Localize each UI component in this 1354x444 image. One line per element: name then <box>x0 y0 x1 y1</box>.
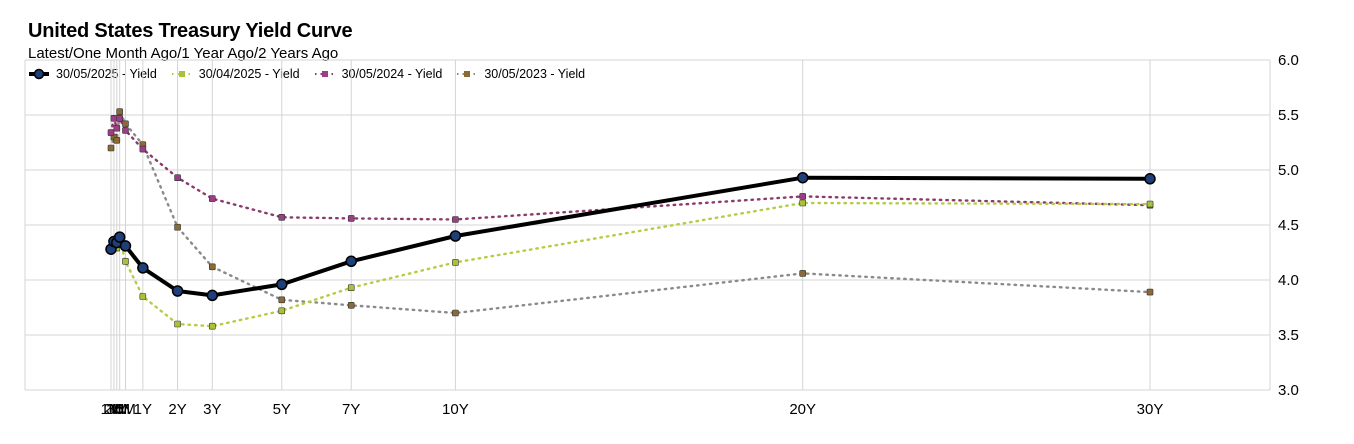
data-point <box>278 214 286 221</box>
data-point <box>796 171 809 184</box>
data-point <box>278 307 286 315</box>
data-point <box>107 144 115 152</box>
legend-label: 30/05/2025 - Yield <box>56 67 157 81</box>
data-point <box>452 309 459 317</box>
data-point <box>119 240 132 252</box>
x-tick-label: 30Y <box>1137 401 1164 418</box>
data-point <box>799 193 807 200</box>
data-point <box>110 115 118 122</box>
x-tick-label: 20Y <box>789 401 816 418</box>
chart-title: United States Treasury Yield Curve <box>28 20 353 42</box>
data-point <box>137 262 149 274</box>
x-tick-label: 6M <box>115 401 136 418</box>
data-point <box>116 115 123 122</box>
y-tick-label: 3.5 <box>1278 327 1299 344</box>
data-point <box>799 270 807 277</box>
series-line <box>109 175 1152 298</box>
data-point <box>174 223 181 231</box>
data-point <box>449 230 462 242</box>
chart-legend: 30/05/2025 - Yield 30/04/2025 - Yield 30/0… <box>28 67 599 81</box>
x-tick-label: 5Y <box>273 401 291 418</box>
legend-swatch <box>314 71 335 77</box>
data-point <box>113 137 121 144</box>
data-point <box>209 322 216 330</box>
data-point <box>1146 288 1154 296</box>
data-point <box>278 296 286 304</box>
legend-item: 30/05/2025 - Yield <box>28 67 157 81</box>
legend-swatch <box>457 71 478 77</box>
data-point <box>345 255 357 268</box>
x-tick-label: 2M <box>103 401 124 418</box>
y-tick-label: 5.0 <box>1278 162 1299 179</box>
data-point <box>347 215 355 222</box>
legend-swatch <box>29 68 49 80</box>
data-point <box>452 216 459 223</box>
x-tick-label: 7Y <box>342 401 360 418</box>
data-point <box>209 195 216 202</box>
data-point <box>206 289 219 302</box>
x-tick-label: 2Y <box>168 401 186 418</box>
x-tick-label: 10Y <box>442 401 469 418</box>
x-tick-label: 1Y <box>134 401 152 418</box>
y-tick-label: 3.0 <box>1278 382 1299 399</box>
legend-item: 30/05/2023 - Yield <box>456 67 585 81</box>
x-tick-label: 4M <box>109 401 130 418</box>
y-tick-label: 6.0 <box>1278 52 1299 69</box>
x-tick-label: 1M <box>101 401 122 418</box>
y-tick-label: 5.5 <box>1278 107 1299 124</box>
data-point <box>107 129 115 136</box>
data-point <box>122 127 129 134</box>
data-point <box>122 257 129 265</box>
data-point <box>174 320 181 328</box>
legend-label: 30/05/2024 - Yield <box>341 67 443 81</box>
data-point <box>174 174 181 181</box>
data-point <box>113 231 126 243</box>
chart-subtitle: Latest/One Month Ago/1 Year Ago/2 Years … <box>28 45 339 62</box>
data-point <box>452 259 459 266</box>
legend-item: 30/05/2024 - Yield <box>314 67 443 81</box>
legend-swatch <box>171 71 192 77</box>
y-tick-label: 4.0 <box>1278 272 1299 289</box>
data-point <box>347 284 355 292</box>
data-point <box>116 108 123 115</box>
legend-label: 30/05/2023 - Yield <box>484 67 586 81</box>
data-point <box>171 285 184 297</box>
data-point <box>276 278 288 291</box>
data-point <box>139 293 147 300</box>
data-point <box>113 124 121 132</box>
data-point <box>209 263 216 271</box>
data-point <box>347 301 355 309</box>
data-point <box>1144 173 1156 185</box>
legend-item: 30/04/2025 - Yield <box>171 67 300 81</box>
y-tick-label: 4.5 <box>1278 217 1299 234</box>
data-point <box>122 120 129 128</box>
x-tick-label: 3Y <box>203 401 221 418</box>
x-tick-label: 3M <box>106 401 127 418</box>
series-line <box>109 201 1152 328</box>
data-point <box>799 199 807 207</box>
data-point <box>1146 200 1154 208</box>
legend-label: 30/04/2025 - Yield <box>198 67 300 81</box>
data-point <box>139 145 147 153</box>
